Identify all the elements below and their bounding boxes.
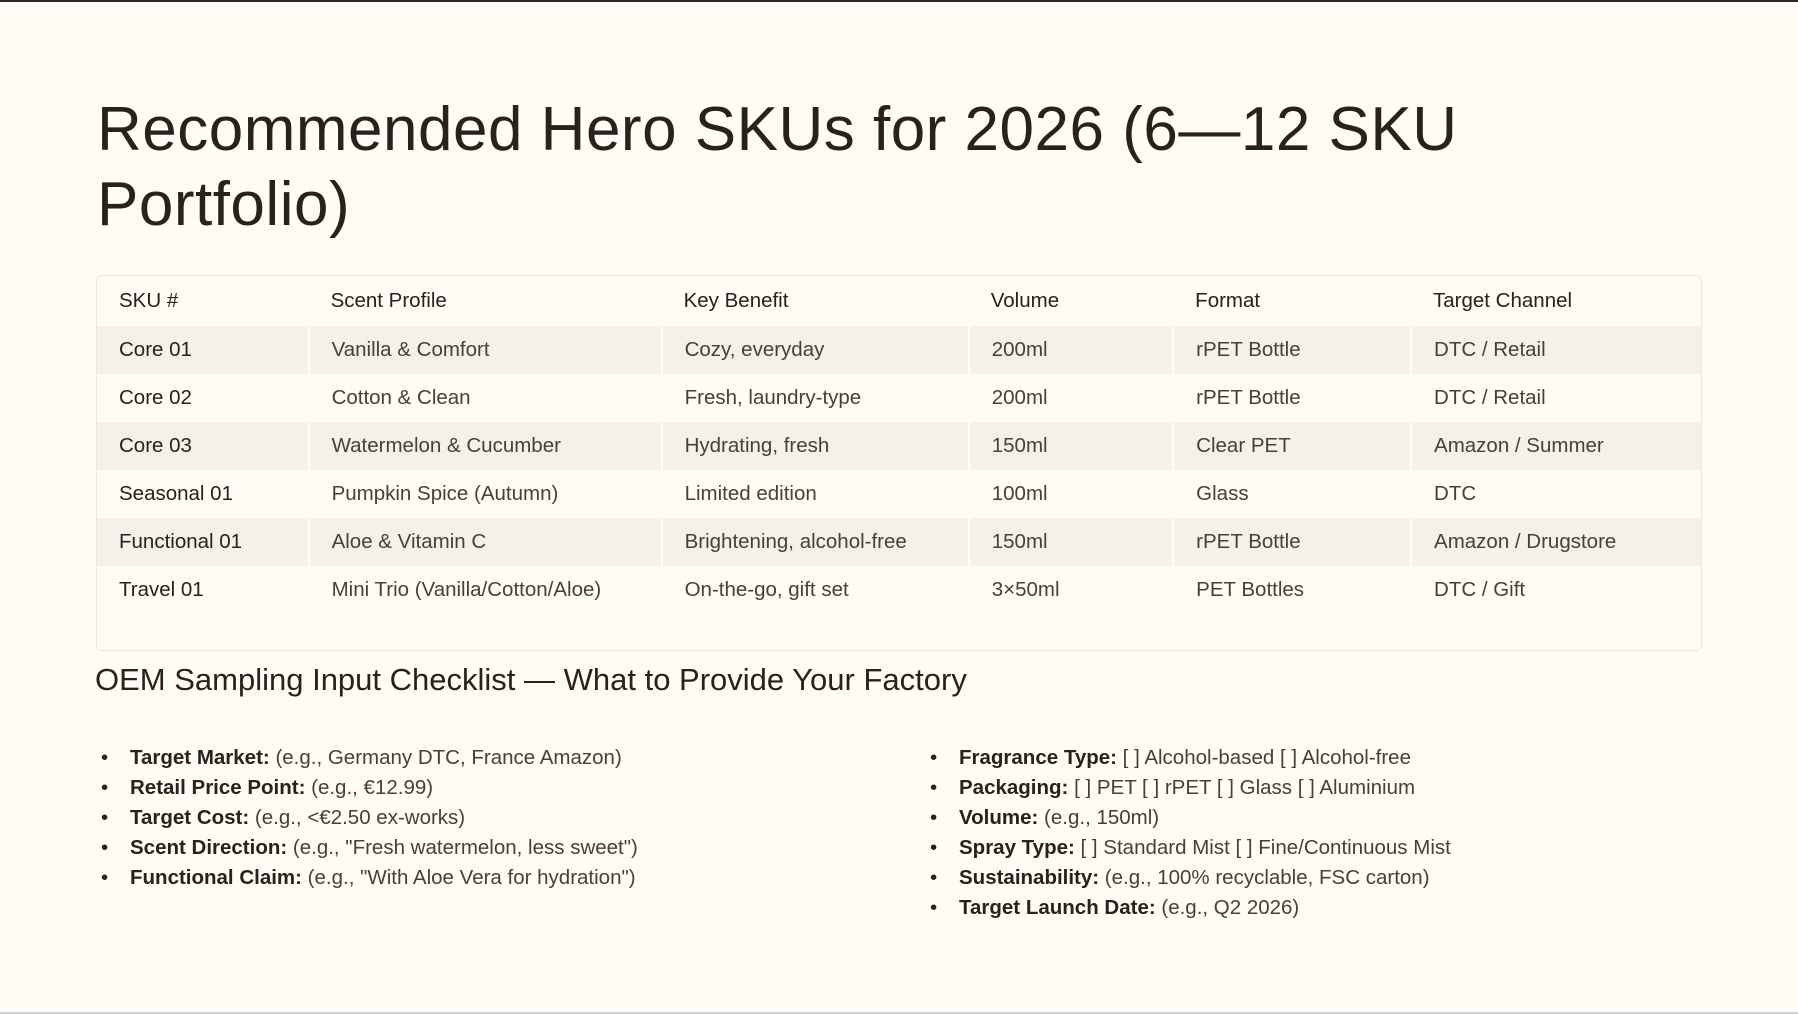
table-row: Core 02 Cotton & Clean Fresh, laundry-type… — [97, 374, 1701, 422]
column-header: Format — [1195, 289, 1261, 312]
column-header: Volume — [990, 289, 1060, 312]
checklist-item: Sustainability: (e.g., 100% recyclable, … — [930, 863, 1451, 893]
table-cell: rPET Bottle — [1172, 518, 1412, 566]
checklist-item: Target Cost: (e.g., <€2.50 ex-works) — [101, 803, 638, 833]
checklist-item-text: (e.g., 150ml) — [1038, 806, 1160, 829]
table-header-row: SKU # Scent Profile Key Benefit Volume Forma… — [97, 276, 1701, 326]
table-cell: On-the-go, gift set — [660, 566, 969, 650]
table-cell: Hydrating, fresh — [660, 422, 969, 470]
table-cell: Vanilla & Comfort — [307, 326, 662, 374]
checklist-item-text: [ ] Standard Mist [ ] Fine/Continuous Mi… — [1074, 836, 1451, 859]
hero-sku-table: SKU # Scent Profile Key Benefit Volume Forma… — [96, 275, 1702, 651]
checklist-item-label: Volume: — [959, 806, 1039, 829]
table-row: Travel 01 Mini Trio (Vanilla/Cotton/Aloe)… — [97, 566, 1701, 650]
checklist-item-label: Target Launch Date: — [959, 896, 1156, 919]
table-cell: DTC — [1410, 470, 1701, 518]
bottom-divider — [0, 1012, 1798, 1014]
table-cell: Glass — [1172, 470, 1412, 518]
column-header: Scent Profile — [330, 289, 447, 312]
checklist-item: Fragrance Type: [ ] Alcohol-based [ ] Al… — [930, 743, 1451, 773]
checklist-item: Functional Claim: (e.g., "With Aloe Vera… — [101, 863, 638, 893]
checklist-item-label: Target Cost: — [130, 806, 250, 829]
checklist-item: Scent Direction: (e.g., "Fresh watermelo… — [101, 833, 638, 863]
table-cell: rPET Bottle — [1172, 326, 1412, 374]
table-cell: Limited edition — [660, 470, 969, 518]
table-cell: Core 03 — [97, 422, 309, 470]
page-title: Recommended Hero SKUs for 2026 (6—12 SKU… — [97, 95, 1458, 239]
table-cell: Core 01 — [97, 326, 309, 374]
table-cell: DTC / Gift — [1410, 566, 1701, 650]
checklist-item-label: Scent Direction: — [130, 836, 288, 859]
column-header: Key Benefit — [683, 289, 789, 312]
table-row: Core 03 Watermelon & Cucumber Hydrating, f… — [97, 422, 1701, 470]
table-cell: Fresh, laundry-type — [660, 374, 969, 422]
checklist-item-label: Target Market: — [130, 746, 270, 769]
table-cell: Clear PET — [1172, 422, 1412, 470]
checklist-item: Retail Price Point: (e.g., €12.99) — [101, 773, 638, 803]
checklist-title: OEM Sampling Input Checklist — What to P… — [95, 662, 967, 697]
table-row: Functional 01 Aloe & Vitamin C Brightening… — [97, 518, 1701, 566]
checklist-item-text: (e.g., €12.99) — [305, 776, 434, 799]
checklist-right: Fragrance Type: [ ] Alcohol-based [ ] Al… — [930, 743, 1451, 923]
table-cell: Watermelon & Cucumber — [307, 422, 662, 470]
table-row: Seasonal 01 Pumpkin Spice (Autumn) Limited… — [97, 470, 1701, 518]
table-cell: Cozy, everyday — [660, 326, 969, 374]
column-header: Target Channel — [1433, 289, 1573, 312]
checklist-item: Spray Type: [ ] Standard Mist [ ] Fine/C… — [930, 833, 1451, 863]
table-cell: Brightening, alcohol-free — [660, 518, 969, 566]
checklist-item: Packaging: [ ] PET [ ] rPET [ ] Glass [ … — [930, 773, 1451, 803]
checklist-item-text: [ ] PET [ ] rPET [ ] Glass [ ] Aluminium — [1068, 776, 1416, 799]
table-cell: 100ml — [967, 470, 1174, 518]
table-cell: Functional 01 — [97, 518, 309, 566]
checklist-item-text: (e.g., 100% recyclable, FSC carton) — [1099, 866, 1430, 889]
table-cell: 150ml — [967, 518, 1174, 566]
table-cell: PET Bottles — [1172, 566, 1412, 650]
checklist-item-text: (e.g., "Fresh watermelon, less sweet") — [287, 836, 638, 859]
table-cell: Travel 01 — [119, 578, 204, 601]
table-cell: 3×50ml — [967, 566, 1174, 650]
checklist-item-text: (e.g., "With Aloe Vera for hydration") — [301, 866, 636, 889]
checklist-item-text: [ ] Alcohol-based [ ] Alcohol-free — [1116, 746, 1411, 769]
table-cell: 200ml — [967, 326, 1174, 374]
checklist-item-label: Sustainability: — [959, 866, 1100, 889]
table-cell: Cotton & Clean — [307, 374, 662, 422]
table-cell: DTC / Retail — [1410, 374, 1701, 422]
table-cell: Aloe & Vitamin C — [307, 518, 662, 566]
table-cell: Core 02 — [119, 386, 192, 409]
table-cell: Amazon / Drugstore — [1410, 518, 1701, 566]
table-cell: 150ml — [967, 422, 1174, 470]
checklist-item-text: (e.g., Q2 2026) — [1155, 896, 1300, 919]
checklist-item-text: (e.g., Germany DTC, France Amazon) — [269, 746, 622, 769]
table-row: Core 01 Vanilla & Comfort Cozy, everyday 20… — [97, 326, 1701, 374]
column-header: SKU # — [119, 289, 179, 312]
checklist-left: Target Market: (e.g., Germany DTC, Franc… — [101, 743, 638, 893]
table-cell: Seasonal 01 — [119, 482, 233, 505]
table-cell: rPET Bottle — [1172, 374, 1412, 422]
table-cell: DTC / Retail — [1410, 326, 1701, 374]
table-cell: 200ml — [967, 374, 1174, 422]
checklist-item-label: Retail Price Point: — [130, 776, 306, 799]
checklist-item-text: (e.g., <€2.50 ex-works) — [249, 806, 466, 829]
table-cell: Pumpkin Spice (Autumn) — [307, 470, 662, 518]
checklist-item: Volume: (e.g., 150ml) — [930, 803, 1451, 833]
checklist-item-label: Functional Claim: — [130, 866, 302, 889]
table-cell: Amazon / Summer — [1410, 422, 1701, 470]
checklist-item-label: Fragrance Type: — [959, 746, 1117, 769]
checklist-item: Target Market: (e.g., Germany DTC, Franc… — [101, 743, 638, 773]
checklist-item-label: Packaging: — [959, 776, 1069, 799]
table-cell: Mini Trio (Vanilla/Cotton/Aloe) — [307, 566, 662, 650]
checklist-item: Target Launch Date: (e.g., Q2 2026) — [930, 893, 1451, 923]
checklist-item-label: Spray Type: — [959, 836, 1075, 859]
